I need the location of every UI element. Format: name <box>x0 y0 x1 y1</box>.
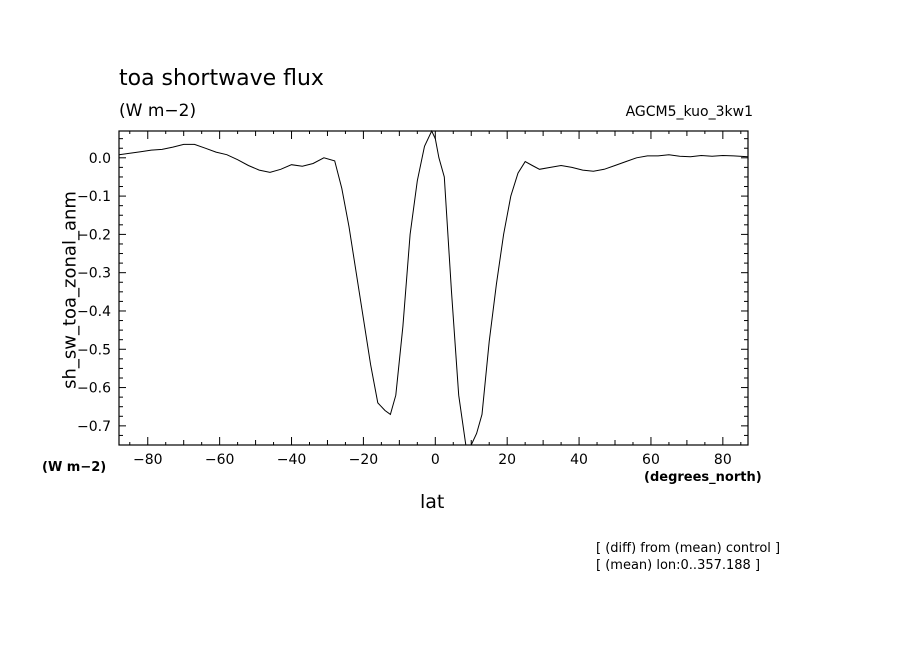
chart-units: (W m−2) <box>119 101 197 121</box>
y-axis-label: sh_sw_toa_zonal_anm <box>59 191 81 389</box>
y-tick-label: −0.4 <box>77 304 111 320</box>
y-tick-label: −0.6 <box>77 381 111 397</box>
x-tick-label: 80 <box>714 452 732 468</box>
y-tick-label: −0.7 <box>77 419 111 435</box>
data-line <box>118 129 749 446</box>
x-tick-label: 40 <box>570 452 588 468</box>
x-axis-units: (degrees_north) <box>644 470 762 485</box>
x-tick-label: −80 <box>133 452 163 468</box>
y-tick-label: −0.5 <box>77 342 111 358</box>
x-axis-label: lat <box>420 491 445 513</box>
chart-title: toa shortwave flux <box>119 66 324 91</box>
x-tick-label: −40 <box>277 452 307 468</box>
x-tick-label: −60 <box>205 452 235 468</box>
run-name: AGCM5_kuo_3kw1 <box>625 104 753 120</box>
footnote-diff: [ (diff) from (mean) control ] <box>596 541 781 556</box>
x-tick-label: 60 <box>642 452 660 468</box>
y-tick-label: −0.2 <box>77 227 111 243</box>
plot-frame <box>118 130 749 446</box>
y-tick-label: −0.3 <box>77 266 111 282</box>
y-tick-label: 0.0 <box>89 151 111 167</box>
x-tick-label: −20 <box>349 452 379 468</box>
y-tick-label: −0.1 <box>77 189 111 205</box>
x-tick-label: 0 <box>431 452 440 468</box>
y-axis-units: (W m−2) <box>42 460 107 475</box>
x-tick-label: 20 <box>498 452 516 468</box>
footnote-mean: [ (mean) lon:0..357.188 ] <box>596 558 761 573</box>
